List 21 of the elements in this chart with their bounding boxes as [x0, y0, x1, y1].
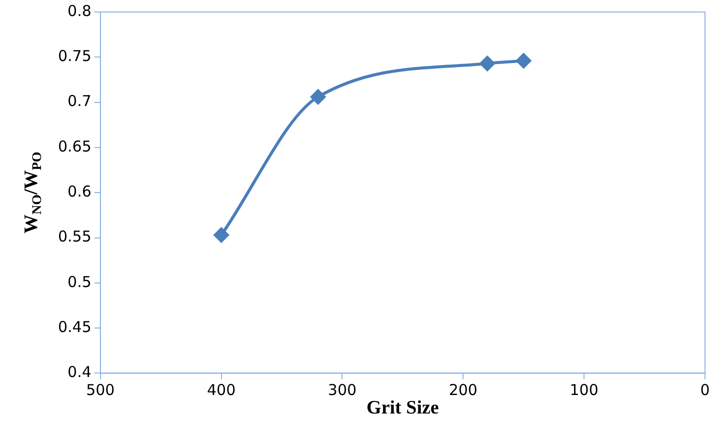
point	[516, 53, 532, 68]
x-tick-label: 0	[700, 381, 710, 400]
y-axis-title: WNO/WPO	[20, 152, 44, 234]
y-tick-label: 0.4	[68, 363, 92, 382]
x-axis-title: Grit Size	[366, 398, 439, 419]
y-tick-label: 0.75	[58, 47, 92, 66]
x-tick-label: 100	[570, 381, 598, 400]
x-tick-label: 300	[328, 381, 357, 400]
x-tick-label: 200	[448, 381, 478, 400]
y-tick-label: 0.5	[68, 272, 92, 291]
point	[310, 89, 326, 104]
y-tick-label: 0.7	[68, 92, 92, 110]
x-tick-label: 400	[207, 381, 236, 400]
point	[214, 228, 229, 243]
x-tick-label: 500	[86, 381, 115, 400]
y-tick-label: 0.65	[58, 137, 92, 156]
point	[480, 56, 495, 71]
y-tick-label: 0.55	[58, 228, 92, 246]
y-tick-label: 0.45	[58, 318, 92, 336]
y-tick-label: 0.8	[68, 2, 92, 20]
y-tick-label: 0.6	[68, 182, 92, 200]
